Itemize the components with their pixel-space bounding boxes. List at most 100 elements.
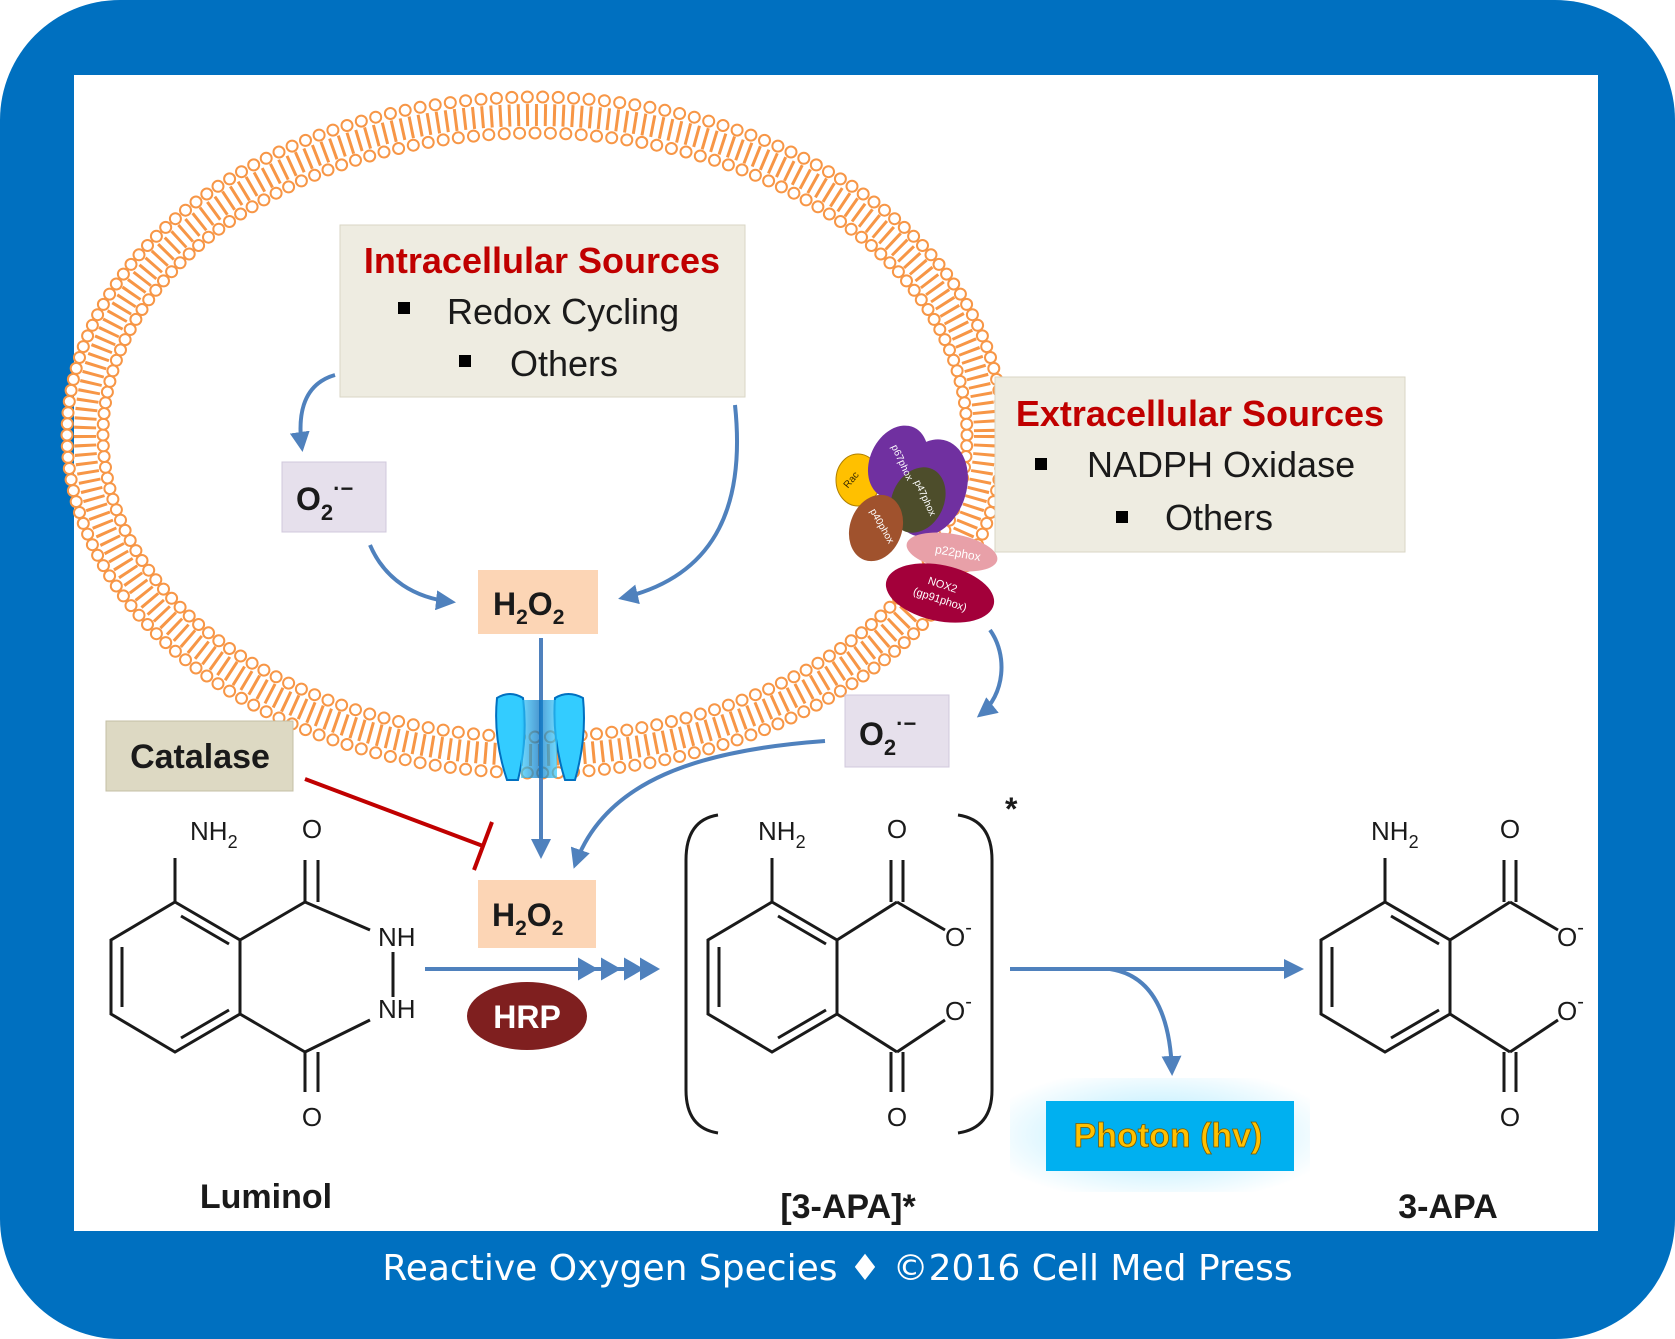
lipid-head	[716, 119, 730, 132]
lipid-head	[103, 374, 117, 388]
lipid-head	[845, 677, 859, 691]
excited-state-star: *	[1005, 791, 1018, 827]
lipid-head	[413, 756, 427, 770]
lipid-head	[202, 626, 215, 640]
lipid-head	[605, 725, 619, 739]
h2o2-sub: 2	[553, 606, 565, 629]
lipid-head	[223, 642, 236, 655]
lipid-head	[285, 139, 299, 153]
lipid-head	[76, 516, 90, 530]
atom-nh2: NH	[758, 816, 796, 846]
lipid-head	[907, 283, 921, 297]
svg-text:H2O2: H2O2	[493, 586, 564, 629]
lipid-head	[673, 107, 687, 120]
lipid-head	[189, 195, 203, 209]
lipid-head	[855, 230, 868, 244]
lipid-head	[874, 247, 888, 261]
svg-text:NH2: NH2	[758, 816, 806, 852]
lipid-head	[693, 707, 707, 721]
lipid-head	[142, 293, 156, 307]
apa-structure	[1319, 858, 1559, 1092]
lipid-head	[129, 312, 143, 326]
lipid-head	[613, 760, 627, 774]
lipid-head	[141, 239, 154, 252]
lipid-head	[822, 691, 835, 705]
lipid-head	[643, 100, 657, 114]
svg-text:O2·−: O2·−	[296, 476, 353, 525]
lipid-head	[235, 691, 248, 705]
lipid-head	[730, 733, 744, 747]
lipid-head	[129, 544, 143, 558]
lipid-head	[797, 705, 811, 719]
lipid-head	[474, 92, 488, 106]
lipid-head	[149, 573, 163, 587]
lipid-head	[878, 203, 891, 217]
bullet-icon	[1116, 511, 1128, 523]
lipid-head	[916, 239, 929, 252]
lipid-head	[774, 180, 788, 194]
lipid-head	[392, 715, 406, 728]
lipid-head	[312, 128, 326, 142]
lipid-head	[960, 417, 974, 431]
apa-atom-labels: NH2 O O- O- O	[1371, 814, 1584, 1132]
lipid-head	[259, 705, 273, 719]
lipid-head	[116, 589, 130, 603]
right-bracket	[957, 813, 994, 1135]
lipid-head	[975, 329, 989, 343]
lipid-head	[833, 172, 847, 186]
lipid-head	[451, 725, 465, 739]
lipid-head	[103, 287, 117, 301]
lipid-head	[856, 669, 870, 683]
left-bracket	[684, 813, 719, 1135]
lipid-head	[335, 158, 349, 172]
lipid-head	[914, 293, 928, 307]
lipid-head	[168, 212, 182, 226]
lipid-head	[443, 96, 457, 110]
lipid-head	[200, 669, 214, 683]
lipid-head	[984, 506, 997, 519]
atom-o: O	[887, 814, 907, 844]
luminol-label: Luminol	[200, 1178, 332, 1216]
atom-o-minus: O	[1557, 996, 1577, 1026]
lipid-head	[377, 711, 391, 725]
lipid-head	[96, 428, 110, 442]
lipid-head	[784, 711, 798, 725]
h2o2-sub: 2	[515, 917, 527, 940]
lipid-head	[85, 318, 99, 332]
lipid-head	[173, 256, 187, 270]
lipid-head	[369, 746, 383, 760]
lipid-head	[771, 139, 785, 153]
lipid-head	[878, 653, 891, 667]
lipid-head	[61, 450, 75, 464]
lipid-head	[192, 618, 206, 631]
lipid-head	[326, 733, 340, 747]
lipid-head	[505, 90, 519, 104]
extracellular-title: Extracellular Sources	[1016, 393, 1384, 434]
lipid-head	[489, 91, 503, 105]
lipid-head	[189, 661, 203, 675]
lipid-head	[940, 267, 954, 281]
aquaporin-channel-icon	[495, 693, 585, 781]
arrow-nox-to-o2	[976, 628, 1004, 718]
lipid-head	[340, 738, 354, 751]
lipid-head	[874, 609, 888, 623]
lipid-head	[354, 742, 368, 756]
lipid-head	[182, 609, 196, 623]
lipid-head	[81, 329, 95, 343]
inhibition-bar	[472, 821, 494, 871]
h2o2-o: O	[527, 897, 552, 933]
lipid-head	[679, 145, 693, 159]
lipid-head	[247, 158, 261, 172]
atom-o: O	[1500, 814, 1520, 844]
lipid-head	[157, 582, 170, 596]
lipid-head	[744, 728, 758, 742]
lipid-head	[428, 98, 442, 112]
lipid-head	[856, 187, 870, 201]
lipid-head	[897, 220, 911, 234]
lipid-head	[693, 149, 707, 163]
lipid-head	[76, 340, 90, 354]
svg-text:O-: O-	[1557, 991, 1584, 1026]
extracellular-item-others: Others	[1165, 497, 1273, 538]
lipid-head	[855, 626, 868, 640]
